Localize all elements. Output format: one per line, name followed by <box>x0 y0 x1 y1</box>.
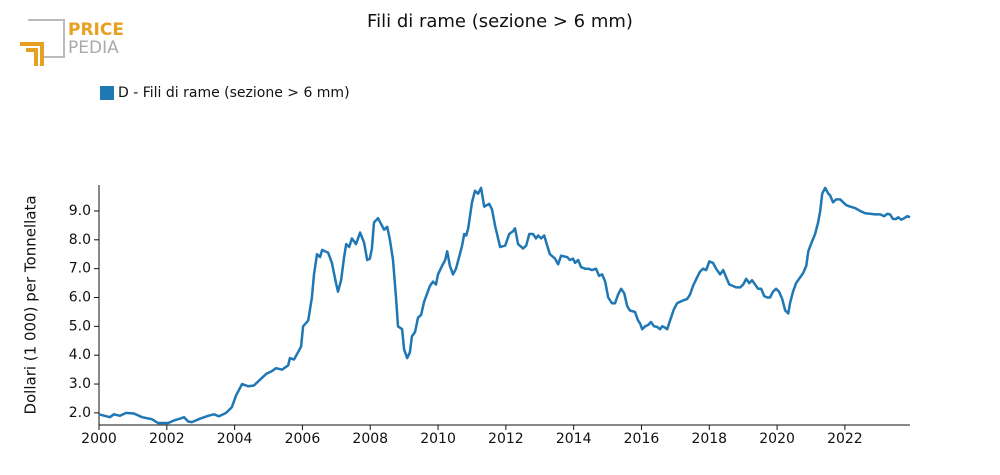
x-tick-label: 2008 <box>352 431 388 447</box>
x-tick-label: 2012 <box>488 431 524 447</box>
x-tick-label: 2000 <box>81 431 117 447</box>
chart-title: Fili di rame (sezione > 6 mm) <box>367 11 633 32</box>
y-tick-label: 9.0 <box>69 203 91 219</box>
x-tick-label: 2006 <box>285 431 321 447</box>
x-tick-label: 2002 <box>149 431 185 447</box>
y-tick-label: 8.0 <box>69 232 91 248</box>
legend-swatch <box>100 86 114 100</box>
x-tick-label: 2010 <box>420 431 456 447</box>
x-tick-label: 2004 <box>217 431 253 447</box>
y-tick-label: 7.0 <box>69 261 91 277</box>
x-tick-label: 2018 <box>691 431 727 447</box>
logo-text: PEDIA <box>68 38 119 58</box>
y-tick-label: 6.0 <box>69 290 91 306</box>
y-tick-label: 5.0 <box>69 318 91 334</box>
logo: PRICE PEDIA <box>20 19 124 66</box>
logo-mark <box>28 19 65 58</box>
x-tick-label: 2020 <box>759 431 795 447</box>
y-tick-label: 2.0 <box>69 405 91 421</box>
x-tick-label: 2014 <box>556 431 592 447</box>
x-tick-label: 2016 <box>624 431 660 447</box>
y-tick-label: 4.0 <box>69 347 91 363</box>
y-tick-label: 3.0 <box>69 376 91 392</box>
x-tick-label: 2022 <box>827 431 863 447</box>
y-axis-label: Dollari (1 000) per Tonnellata <box>22 195 40 414</box>
line <box>98 186 911 425</box>
legend-label: D - Fili di rame (sezione > 6 mm) <box>118 85 350 101</box>
logo-mark <box>20 42 44 66</box>
logo-text: PRICE <box>68 20 124 40</box>
